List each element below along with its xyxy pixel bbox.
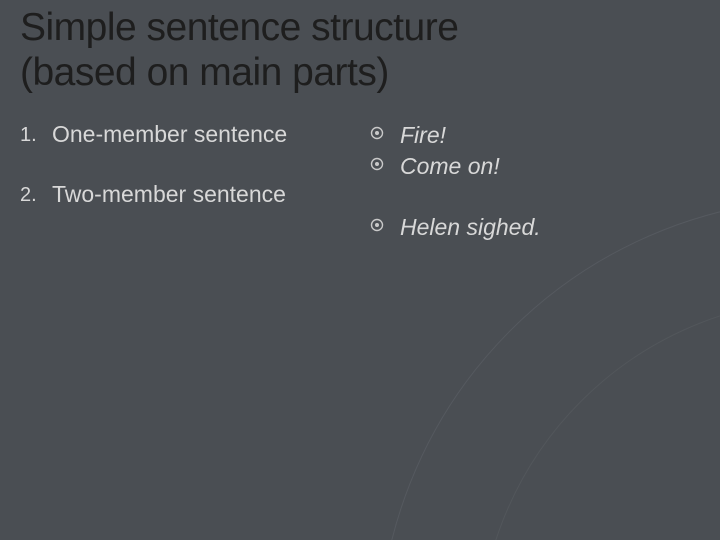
content-columns: 1. One-member sentence 2. Two-member sen… (20, 120, 700, 273)
left-column: 1. One-member sentence 2. Two-member sen… (20, 120, 340, 273)
target-bullet-icon (370, 120, 400, 140)
slide-title: Simple sentence structure (based on main… (20, 6, 700, 96)
list-text: Two-member sentence (52, 180, 340, 209)
bullet-group: Helen sighed. (370, 212, 700, 243)
numbered-list: 1. One-member sentence 2. Two-member sen… (20, 120, 340, 210)
list-number: 2. (20, 180, 52, 208)
title-line-2: (based on main parts) (20, 51, 389, 94)
target-bullet-icon (370, 212, 400, 232)
right-column: Fire! Come on! Helen sighed. (370, 120, 700, 273)
bullet-group: Fire! Come on! (370, 120, 700, 182)
target-bullet-icon (370, 151, 400, 171)
bullet-item: Come on! (370, 151, 700, 182)
title-line-1: Simple sentence structure (20, 6, 458, 49)
list-text: One-member sentence (52, 120, 340, 149)
bullet-text: Helen sighed. (400, 212, 541, 243)
slide: Simple sentence structure (based on main… (0, 0, 720, 540)
bullet-text: Come on! (400, 151, 500, 182)
list-item: 2. Two-member sentence (20, 180, 340, 209)
bullet-item: Helen sighed. (370, 212, 700, 243)
list-number: 1. (20, 120, 52, 148)
list-item: 1. One-member sentence (20, 120, 340, 149)
bullet-item: Fire! (370, 120, 700, 151)
bullet-text: Fire! (400, 120, 446, 151)
